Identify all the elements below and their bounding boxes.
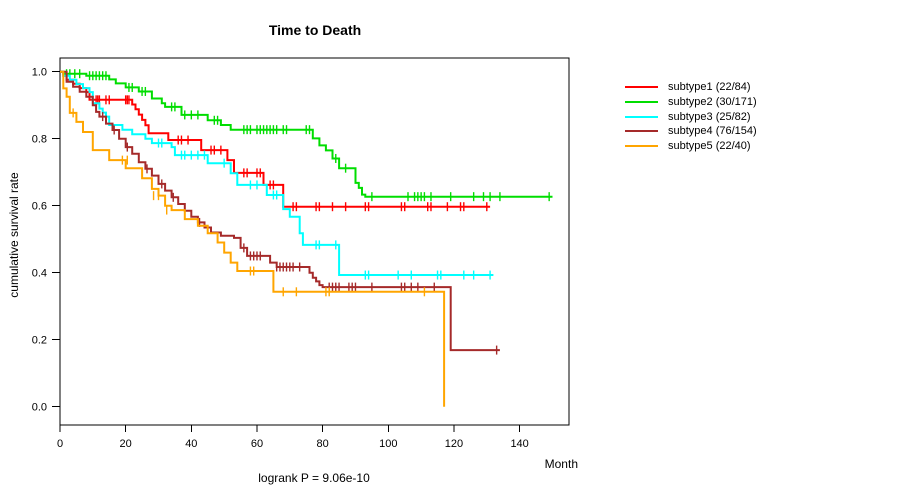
legend-item-subtype3: subtype3 (25/82) [625, 109, 757, 124]
survival-curve-subtype4 [60, 70, 500, 352]
survival-curve-subtype3 [60, 70, 494, 276]
y-tick-label: 0.6 [32, 201, 47, 213]
legend-label: subtype5 (22/40) [668, 140, 751, 153]
legend-line-swatch [625, 101, 658, 104]
x-tick-label: 120 [445, 438, 463, 450]
legend: subtype1 (22/84) subtype2 (30/171) subtype… [625, 80, 757, 153]
x-tick-label: 20 [120, 438, 132, 450]
curve-group-subtype5 [60, 70, 446, 407]
logrank-pvalue: logrank P = 9.06e-10 [258, 471, 370, 485]
y-tick-label: 0.4 [32, 268, 47, 280]
y-tick-label: 0.2 [32, 335, 47, 347]
x-tick-label: 80 [317, 438, 329, 450]
survival-curve-subtype5 [60, 70, 446, 407]
y-tick-label: 1.0 [32, 67, 47, 79]
legend-item-subtype4: subtype4 (76/154) [625, 124, 757, 139]
curve-group-subtype4 [60, 70, 500, 355]
legend-label: subtype2 (30/171) [668, 96, 757, 109]
legend-line-swatch [625, 86, 658, 89]
survival-curve-subtype1 [60, 70, 491, 208]
legend-line-swatch [625, 115, 658, 118]
curve-group-subtype1 [60, 70, 491, 212]
legend-line-swatch [625, 130, 658, 133]
x-axis-label: Month [544, 457, 578, 471]
legend-item-subtype5: subtype5 (22/40) [625, 139, 757, 154]
x-tick-label: 100 [379, 438, 397, 450]
legend-item-subtype2: subtype2 (30/171) [625, 95, 757, 110]
y-tick-label: 0.0 [32, 402, 47, 414]
curve-group-subtype3 [60, 70, 494, 280]
legend-label: subtype4 (76/154) [668, 125, 757, 138]
chart-title: Time to Death [268, 22, 362, 38]
legend-label: subtype3 (25/82) [668, 110, 751, 123]
legend-item-subtype1: subtype1 (22/84) [625, 80, 757, 95]
legend-label: subtype1 (22/84) [668, 81, 751, 94]
legend-line-swatch [625, 145, 658, 148]
x-tick-label: 60 [251, 438, 263, 450]
x-tick-label: 0 [57, 438, 63, 450]
y-tick-label: 0.8 [32, 134, 47, 146]
curve-group-subtype2 [60, 69, 553, 202]
x-tick-label: 140 [510, 438, 528, 450]
x-tick-label: 40 [185, 438, 197, 450]
plot-frame [59, 57, 570, 426]
